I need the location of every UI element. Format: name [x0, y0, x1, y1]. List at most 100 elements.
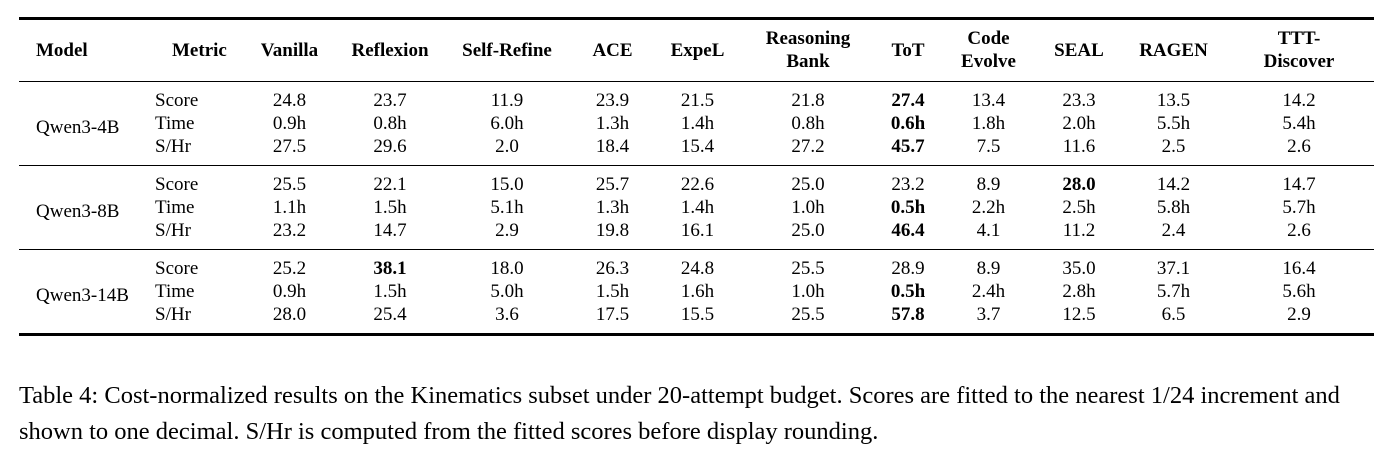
model-name-cell: Qwen3-14B: [19, 249, 155, 336]
value-cell: 19.8: [572, 219, 653, 250]
column-header-reasoning-bank: Reasoning Bank: [742, 17, 874, 82]
value-cell: 28.0: [241, 303, 338, 336]
value-cell: 27.4: [891, 90, 925, 111]
value-cell: 37.1: [1156, 258, 1191, 279]
metric-cell: Score: [155, 258, 199, 279]
column-header-text: Reasoning: [765, 28, 851, 49]
metric-cell: Time: [155, 113, 195, 134]
table-row: Qwen3-8B Score 25.5 22.1 15.0 25.7 22.6 25.0 23.…: [19, 165, 1374, 250]
metric-cell: Time: [155, 281, 195, 302]
metric-cell: S/Hr: [155, 303, 241, 336]
metric-cell: Time: [155, 197, 195, 218]
value-cell: 6.5: [1123, 303, 1224, 336]
value-cell: 16.1: [653, 219, 742, 250]
column-header-metric: Metric: [155, 17, 241, 82]
value-cell: 2.4: [1123, 219, 1224, 250]
value-cell: 8.9: [976, 174, 1001, 195]
value-cell: 28.0: [1062, 174, 1096, 195]
table-header-row: Model Metric Vanilla Reflexion Self-Refine AC…: [19, 17, 1374, 82]
value-cell: 16.4: [1282, 258, 1316, 279]
column-header-self-refine: Self-Refine: [442, 17, 572, 82]
value-cell: 28.9: [891, 258, 925, 279]
column-header-text: Model: [36, 39, 88, 61]
value-cell: 2.2h: [971, 197, 1006, 218]
value-cell: 6.0h: [490, 113, 524, 134]
value-cell: 15.5: [653, 303, 742, 336]
model-group-qwen3-4b: Qwen3-4B Score 24.8 23.7 11.9 23.9 21.5 21.8 27.…: [19, 81, 1374, 166]
value-cell: 3.6: [442, 303, 572, 336]
column-header-text: RAGEN: [1139, 39, 1208, 61]
value-cell: 23.2: [891, 174, 925, 195]
value-cell: 11.9: [490, 90, 524, 111]
column-header-text: Discover: [1263, 51, 1335, 72]
value-cell: 5.7h: [1282, 197, 1316, 218]
value-cell: 38.1: [373, 258, 407, 279]
value-cell: 25.4: [338, 303, 442, 336]
value-cell: 1.0h: [791, 281, 825, 302]
value-cell: 11.6: [1035, 135, 1123, 166]
column-header-ragen: RAGEN: [1123, 17, 1224, 82]
value-cell: 18.4: [572, 135, 653, 166]
value-cell: 2.4h: [971, 281, 1006, 302]
value-cell: 0.5h: [890, 281, 926, 302]
metric-cell: S/Hr: [155, 219, 241, 250]
column-header-text: ToT: [891, 39, 925, 61]
column-header-vanilla: Vanilla: [241, 17, 338, 82]
column-header-text: Vanilla: [260, 39, 319, 61]
value-cell: 25.5: [272, 174, 307, 195]
value-cell: 27.2: [742, 135, 874, 166]
column-header-text: Metric: [172, 39, 227, 61]
value-cell: 5.8h: [1156, 197, 1191, 218]
value-cell: 5.0h: [490, 281, 524, 302]
value-cell: 1.4h: [680, 113, 715, 134]
value-cell: 2.5h: [1062, 197, 1096, 218]
column-header-text: Reflexion: [351, 39, 429, 61]
table-row: S/Hr 28.0 25.4 3.6 17.5 15.5 25.5 57.8 3.7 12.5 6.…: [19, 303, 1374, 336]
column-header-tot: ToT: [874, 17, 942, 82]
value-cell: 45.7: [874, 135, 942, 166]
column-header-text: Self-Refine: [462, 39, 552, 61]
column-header-reflexion: Reflexion: [338, 17, 442, 82]
value-cell: 23.2: [241, 219, 338, 250]
value-cell: 24.8: [680, 258, 715, 279]
value-cell: 15.4: [653, 135, 742, 166]
value-cell: 2.6: [1224, 219, 1374, 250]
value-cell: 23.3: [1062, 90, 1096, 111]
table-row: Time 0.9h 0.8h 6.0h 1.3h 1.4h 0.8h 0.6h 1.8h 2.0h…: [19, 112, 1374, 135]
value-cell: 12.5: [1035, 303, 1123, 336]
value-cell: 26.3: [595, 258, 630, 279]
value-cell: 13.5: [1156, 90, 1191, 111]
results-table: Model Metric Vanilla Reflexion Self-Refine AC…: [19, 17, 1374, 336]
value-cell: 2.5: [1123, 135, 1224, 166]
value-cell: 1.6h: [680, 281, 715, 302]
table-row: Time 1.1h 1.5h 5.1h 1.3h 1.4h 1.0h 0.5h 2.2h 2.5h…: [19, 196, 1374, 219]
column-header-text: Bank: [786, 51, 830, 72]
value-cell: 25.0: [791, 174, 825, 195]
value-cell: 18.0: [490, 258, 524, 279]
value-cell: 1.4h: [680, 197, 715, 218]
value-cell: 14.7: [1282, 174, 1316, 195]
value-cell: 1.1h: [272, 197, 307, 218]
value-cell: 17.5: [572, 303, 653, 336]
value-cell: 27.5: [241, 135, 338, 166]
metric-cell: Score: [155, 90, 199, 111]
column-header-text: ACE: [592, 39, 633, 61]
value-cell: 0.5h: [890, 197, 926, 218]
metric-cell: Score: [155, 174, 199, 195]
value-cell: 2.9: [442, 219, 572, 250]
metric-cell: S/Hr: [155, 135, 241, 166]
column-header-text: Code: [967, 28, 1010, 49]
value-cell: 15.0: [490, 174, 524, 195]
table-caption: Table 4: Cost-normalized results on the …: [19, 382, 1340, 445]
value-cell: 4.1: [942, 219, 1035, 250]
value-cell: 57.8: [874, 303, 942, 336]
model-name-cell: Qwen3-8B: [19, 165, 155, 250]
value-cell: 23.7: [373, 90, 407, 111]
value-cell: 25.2: [272, 258, 307, 279]
value-cell: 1.8h: [971, 113, 1006, 134]
column-header-seal: SEAL: [1035, 17, 1123, 82]
value-cell: 11.2: [1035, 219, 1123, 250]
value-cell: 0.6h: [890, 113, 926, 134]
table-row: S/Hr 23.2 14.7 2.9 19.8 16.1 25.0 46.4 4.1 11.2 2.…: [19, 219, 1374, 250]
table-row: Qwen3-4B Score 24.8 23.7 11.9 23.9 21.5 21.8 27.…: [19, 81, 1374, 166]
